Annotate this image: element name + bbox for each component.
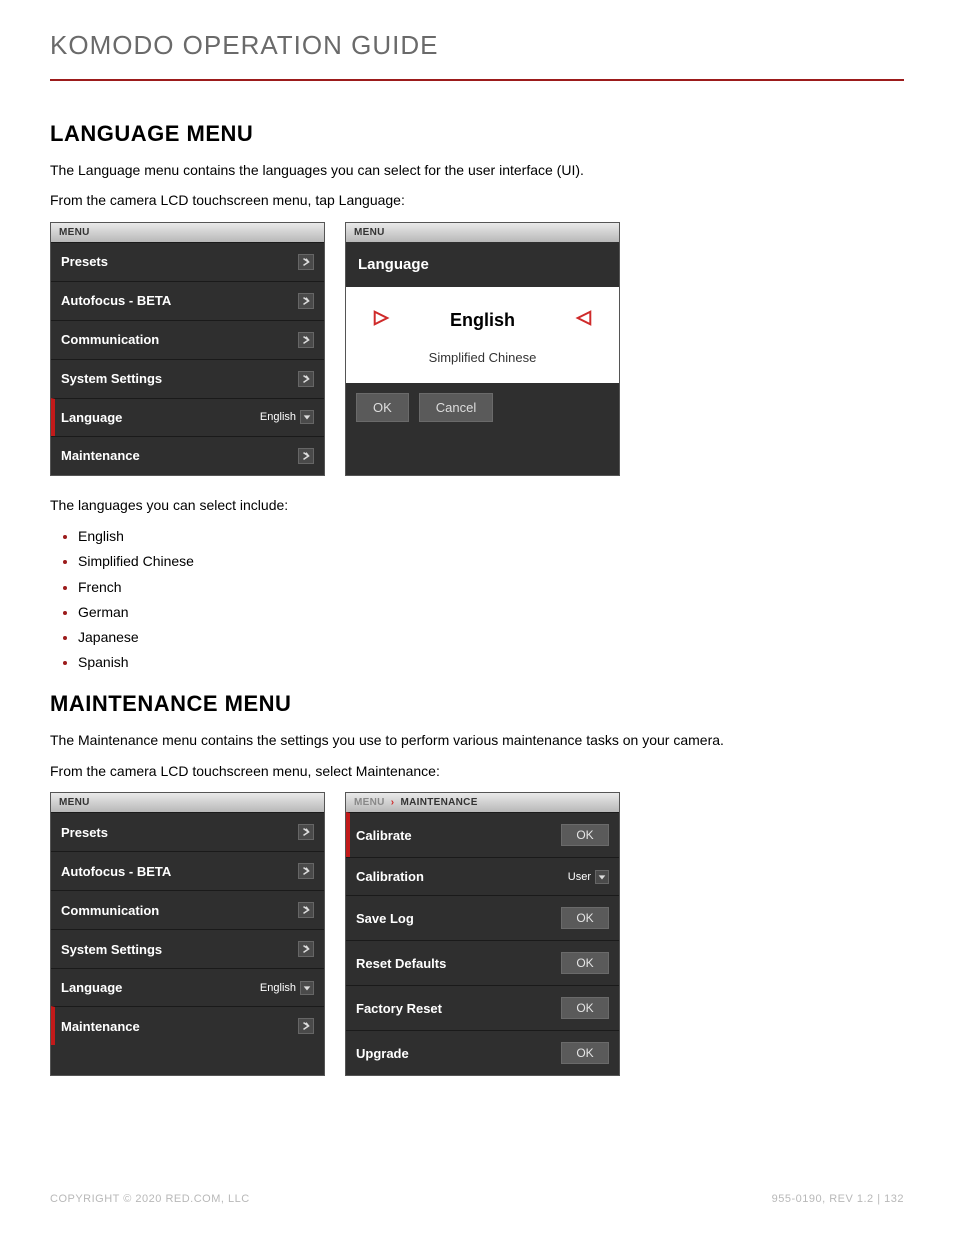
menu-row-label: System Settings [61,942,162,957]
menu-row-label: Save Log [356,911,414,926]
menu-row-communication[interactable]: Communication [51,890,324,929]
menu-row-autofocus-beta[interactable]: Autofocus - BETA [51,281,324,320]
menu-row-label: Autofocus - BETA [61,864,171,879]
menu-row-value[interactable]: English [260,410,314,424]
menu-row-label: Calibration [356,869,424,884]
menu-row-label: Maintenance [61,1019,140,1034]
ok-button[interactable]: OK [561,824,609,846]
menu-row-label: Communication [61,903,159,918]
section-heading-maintenance: MAINTENANCE MENU [50,691,904,717]
document-title: KOMODO OPERATION GUIDE [50,30,904,81]
menu-row-system-settings[interactable]: System Settings [51,359,324,398]
menu-row-label: Autofocus - BETA [61,293,171,308]
ok-button[interactable]: OK [561,1042,609,1064]
menu-row-label: Maintenance [61,448,140,463]
language-selected: English [450,310,515,331]
language-alt-option[interactable]: Simplified Chinese [429,350,537,365]
list-item: Japanese [78,625,904,650]
list-item: English [78,524,904,549]
value-text: User [568,871,591,883]
menu-row-calibrate[interactable]: Calibrate OK [346,812,619,857]
menu-row-label: Presets [61,825,108,840]
chevron-right-icon [298,824,314,840]
menu-panel-maintenance: MENU Presets Autofocus - BETA Communicatio… [50,792,325,1076]
chevron-right-icon: › [391,797,395,808]
value-text: English [260,982,296,994]
menu-panel-language: MENU Presets Autofocus - BETA Communicatio… [50,222,325,476]
list-item: French [78,575,904,600]
menu-row-label: Communication [61,332,159,347]
section1-p1: The Language menu contains the languages… [50,159,904,181]
language-panel-title: Language [346,242,619,287]
menu-row-value[interactable]: User [568,870,609,884]
menu-row-label: Calibrate [356,828,412,843]
panel-header: MENU [51,793,324,812]
menu-rows-container: Presets Autofocus - BETA Communication Syst… [51,242,324,475]
panel-breadcrumb: MENU › MAINTENANCE [346,793,619,812]
menu-row-label: Reset Defaults [356,956,446,971]
menu-row-language[interactable]: Language English [51,398,324,436]
arrow-right-icon[interactable] [372,309,390,332]
maintenance-submenu-panel: MENU › MAINTENANCE Calibrate OK Calibratio… [345,792,620,1076]
ok-button[interactable]: OK [561,907,609,929]
menu-row-presets[interactable]: Presets [51,812,324,851]
chevron-right-icon [298,371,314,387]
menu-row-factory-reset[interactable]: Factory Reset OK [346,985,619,1030]
value-text: English [260,411,296,423]
footer-copyright: COPYRIGHT © 2020 RED.COM, LLC [50,1193,250,1205]
menu-row-label: System Settings [61,371,162,386]
chevron-right-icon [298,254,314,270]
menu-row-reset-defaults[interactable]: Reset Defaults OK [346,940,619,985]
section-heading-language: LANGUAGE MENU [50,121,904,147]
chevron-right-icon [298,941,314,957]
menu-row-label: Factory Reset [356,1001,442,1016]
menu-row-maintenance[interactable]: Maintenance [51,1006,324,1045]
crumb-leaf: MAINTENANCE [400,797,477,808]
ok-button[interactable]: OK [561,997,609,1019]
chevron-right-icon [298,448,314,464]
menu-row-presets[interactable]: Presets [51,242,324,281]
dropdown-icon [595,870,609,884]
dropdown-icon [300,410,314,424]
list-item: German [78,600,904,625]
menu-row-label: Presets [61,254,108,269]
dropdown-icon [300,981,314,995]
list-item: Spanish [78,650,904,675]
menu-row-label: Upgrade [356,1046,409,1061]
arrow-left-icon[interactable] [575,309,593,332]
section2-p1: The Maintenance menu contains the settin… [50,729,904,751]
menu-row-communication[interactable]: Communication [51,320,324,359]
list-item: Simplified Chinese [78,549,904,574]
chevron-right-icon [298,863,314,879]
chevron-right-icon [298,293,314,309]
section2-p2: From the camera LCD touchscreen menu, se… [50,760,904,782]
menu-rows-container: Presets Autofocus - BETA Communication Syst… [51,812,324,1045]
menu-row-maintenance[interactable]: Maintenance [51,436,324,475]
menu-row-language[interactable]: Language English [51,968,324,1006]
section1-p2: From the camera LCD touchscreen menu, ta… [50,189,904,211]
chevron-right-icon [298,902,314,918]
menu-row-label: Language [61,980,122,995]
menu-row-system-settings[interactable]: System Settings [51,929,324,968]
menu-row-label: Language [61,410,122,425]
menu-row-save-log[interactable]: Save Log OK [346,895,619,940]
panel-header: MENU [346,223,619,242]
menu-row-autofocus-beta[interactable]: Autofocus - BETA [51,851,324,890]
crumb-root: MENU [354,797,385,808]
menu-row-value[interactable]: English [260,981,314,995]
ok-button[interactable]: OK [356,393,409,422]
menu-row-calibration[interactable]: Calibration User [346,857,619,895]
languages-intro: The languages you can select include: [50,494,904,516]
ok-button[interactable]: OK [561,952,609,974]
footer-docref: 955-0190, REV 1.2 | 132 [772,1193,904,1205]
language-selector-panel: MENU Language English Simplified Chinese… [345,222,620,476]
menu-rows-container: CalibrateOKCalibrationUserSave LogOKRese… [346,812,619,1075]
panel-header: MENU [51,223,324,242]
languages-list: EnglishSimplified ChineseFrenchGermanJap… [78,524,904,675]
chevron-right-icon [298,1018,314,1034]
cancel-button[interactable]: Cancel [419,393,493,422]
chevron-right-icon [298,332,314,348]
menu-row-upgrade[interactable]: Upgrade OK [346,1030,619,1075]
